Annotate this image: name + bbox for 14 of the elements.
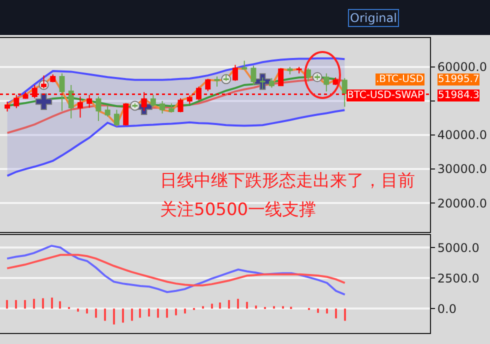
text: Original — [350, 11, 397, 25]
annotation: 关注50500一线支撑 — [160, 200, 316, 220]
text: 51995.7 — [438, 74, 480, 85]
y-tick-label: 5000.0 — [437, 240, 480, 255]
y-tick-label: 40000.0 — [437, 128, 488, 142]
y-tick-label: 30000.0 — [437, 162, 488, 176]
y-tick-label: 0.0 — [437, 302, 456, 316]
text: .BTC-USD — [376, 74, 424, 85]
text: 51984.3 — [438, 90, 480, 101]
y-tick-label: 20000.0 — [437, 196, 488, 210]
annotation: BTC-USD-SWAP — [347, 90, 424, 101]
y-tick-label: 2500.0 — [437, 271, 480, 286]
y-tick-label: 60000.0 — [437, 60, 488, 74]
annotation: 日线中继下跌形态走出来了，目前 — [160, 171, 415, 191]
